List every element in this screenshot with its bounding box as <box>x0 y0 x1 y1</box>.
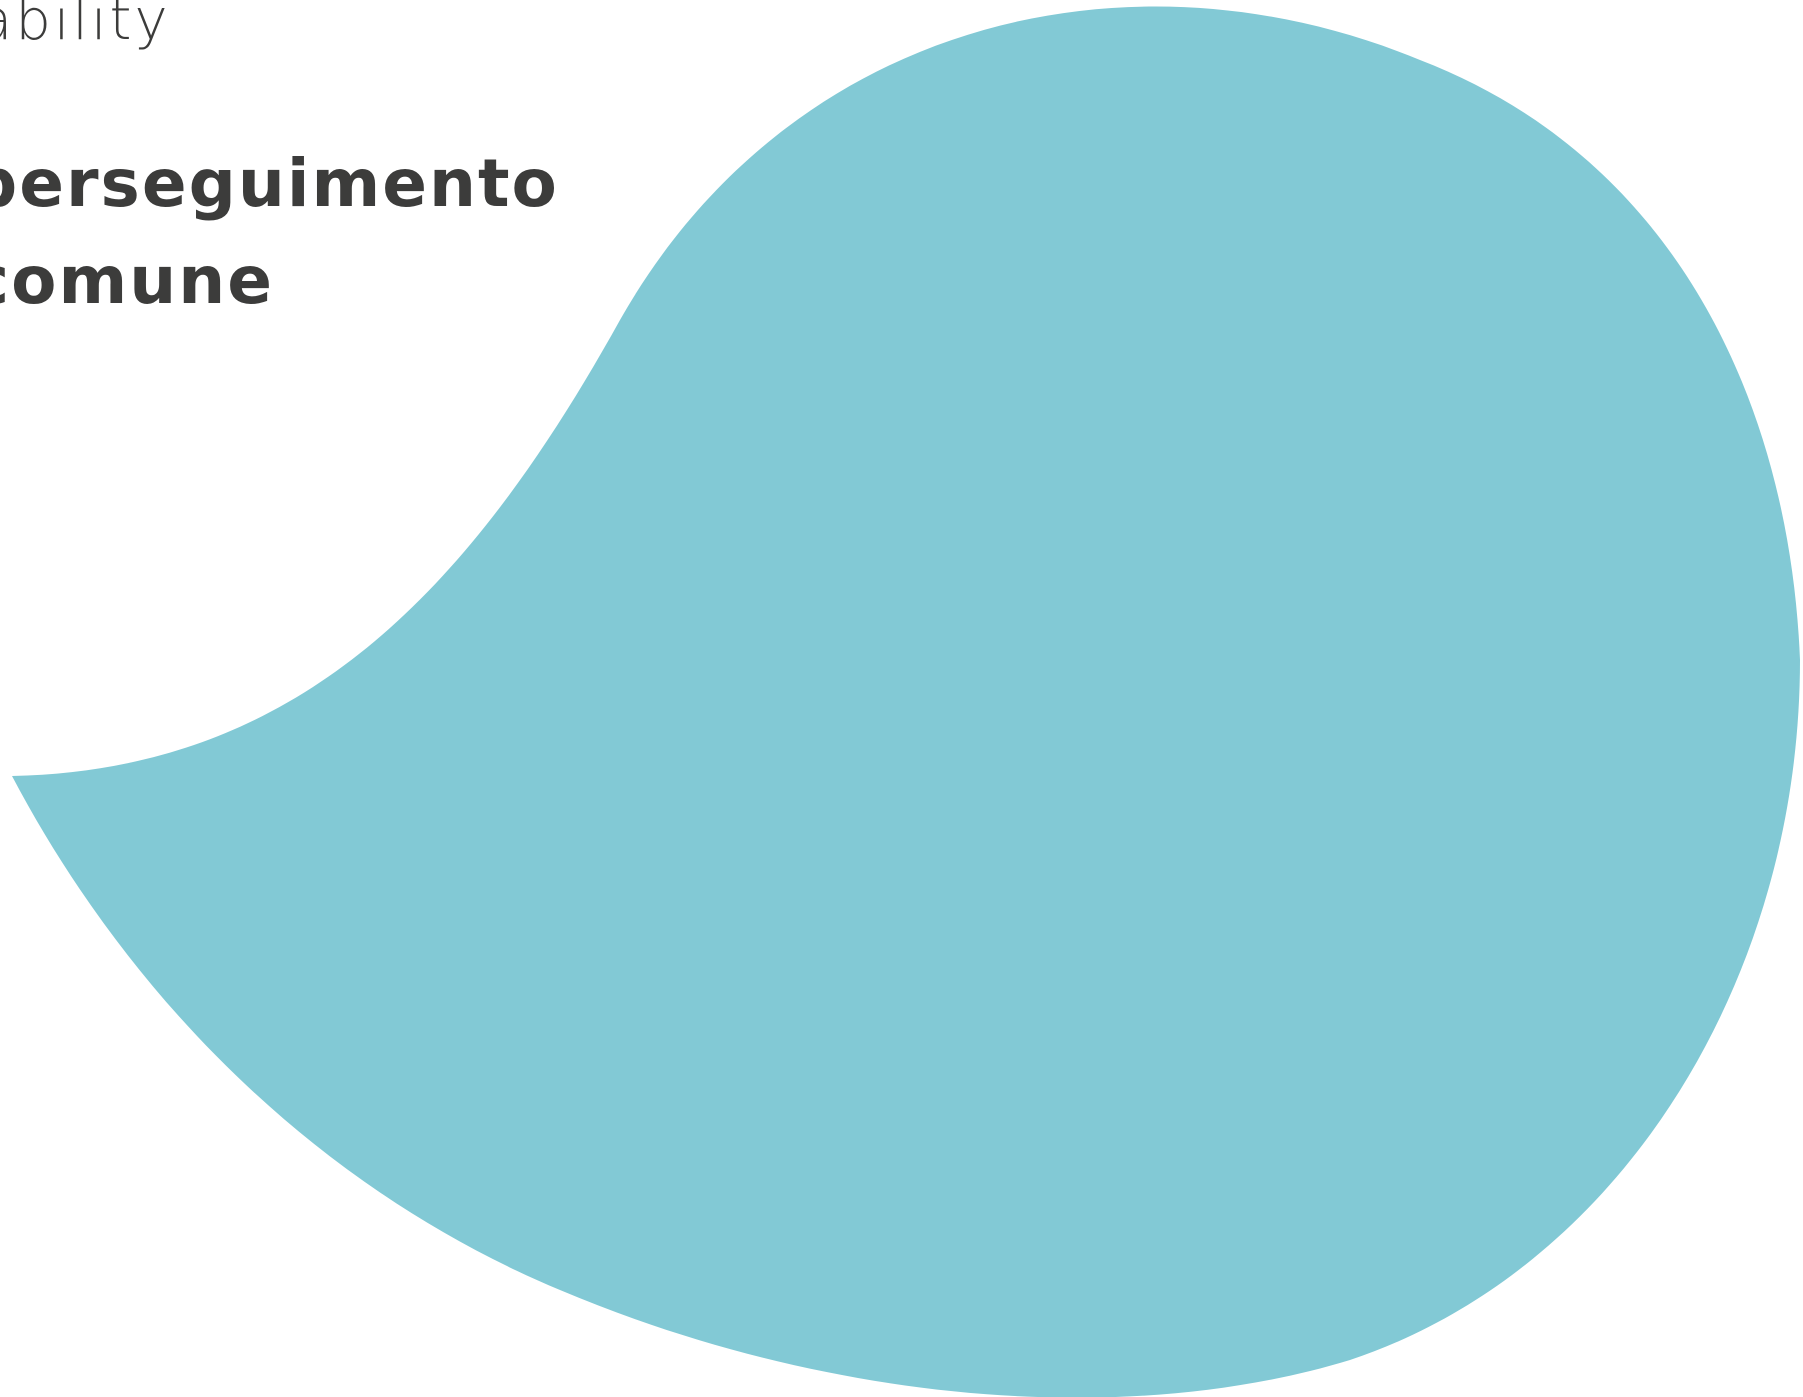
section-kicker: ability <box>0 0 171 53</box>
headline-line-2: comune <box>0 242 274 319</box>
headline-line-1: perseguimento <box>0 145 559 222</box>
headline: perseguimento comune <box>0 135 559 329</box>
bubble-fill <box>12 6 1800 1397</box>
